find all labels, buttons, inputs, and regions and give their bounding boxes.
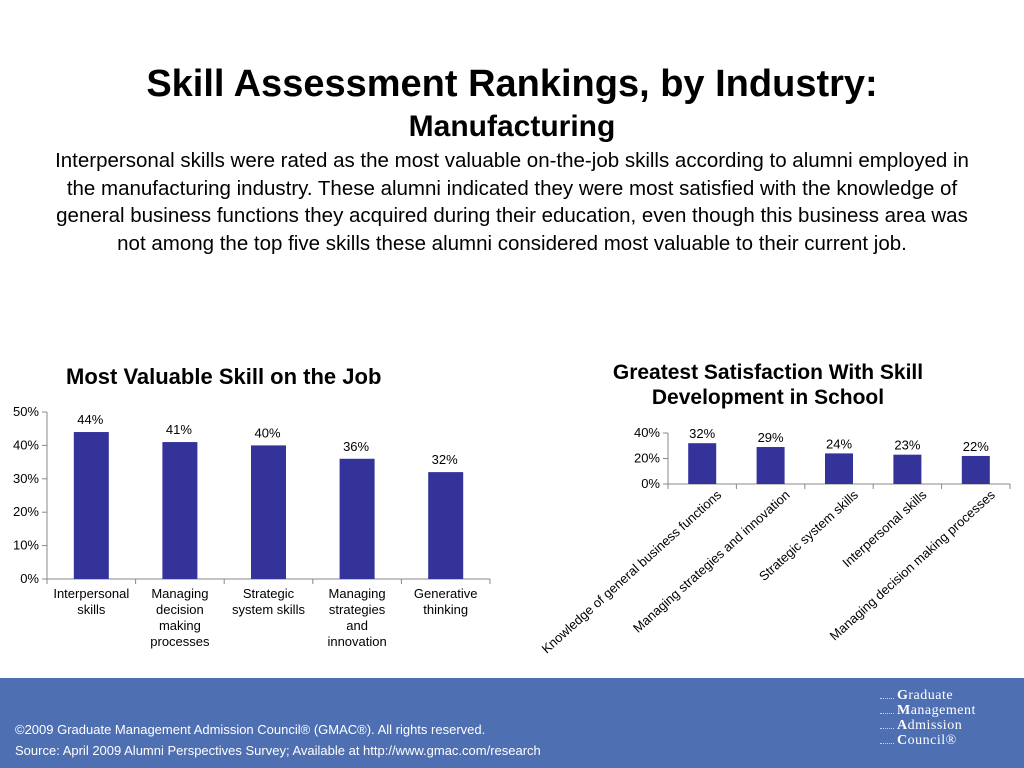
intro-paragraph: Interpersonal skills were rated as the m… bbox=[55, 149, 969, 255]
data-label: 22% bbox=[963, 439, 989, 454]
data-label: 29% bbox=[758, 430, 784, 445]
y-tick-label: 0% bbox=[20, 571, 39, 586]
data-label: 41% bbox=[166, 422, 192, 437]
y-tick-label: 40% bbox=[634, 425, 660, 440]
copyright-text: ©2009 Graduate Management Admission Coun… bbox=[15, 722, 486, 737]
x-tick-label: Interpersonal skills bbox=[53, 586, 129, 617]
data-label: 44% bbox=[77, 412, 103, 427]
y-tick-label: 50% bbox=[13, 404, 39, 419]
x-tick-label: Managing strategies and innovation bbox=[327, 586, 386, 649]
bar bbox=[73, 432, 109, 579]
data-label: 24% bbox=[826, 436, 852, 451]
x-tick-label: Managing decision making processes bbox=[150, 586, 210, 649]
chart-most-valuable-skill: Most Valuable Skill on the Job 0% 10% 20% 30… bbox=[13, 364, 491, 649]
y-tick-label: 10% bbox=[13, 538, 39, 553]
data-label: 32% bbox=[689, 426, 715, 441]
x-tick-label: Strategic system skills bbox=[232, 586, 305, 617]
bar bbox=[428, 472, 464, 579]
chart-title: Greatest Satisfaction With Skill bbox=[613, 361, 923, 384]
chart-title: Most Valuable Skill on the Job bbox=[66, 364, 381, 389]
y-tick-label: 20% bbox=[13, 504, 39, 519]
bar bbox=[251, 445, 286, 579]
data-label: 32% bbox=[432, 452, 458, 467]
page-subtitle: Manufacturing bbox=[408, 110, 616, 143]
bar bbox=[961, 455, 990, 484]
y-tick-label: 0% bbox=[641, 476, 660, 491]
page-title: Skill Assessment Rankings, by Industry: bbox=[146, 63, 878, 105]
bar bbox=[893, 454, 922, 484]
data-label: 23% bbox=[894, 438, 920, 453]
chart-title: Development in School bbox=[652, 386, 884, 409]
y-tick-label: 30% bbox=[13, 471, 39, 486]
chart-greatest-satisfaction: Greatest Satisfaction With SkillDevelopm… bbox=[539, 361, 1011, 656]
footer-bar: ©2009 Graduate Management Admission Coun… bbox=[0, 678, 1024, 768]
bar bbox=[688, 443, 717, 484]
y-tick-label: 40% bbox=[13, 437, 39, 452]
x-tick-label: Generative thinking bbox=[414, 586, 478, 617]
data-label: 36% bbox=[343, 439, 369, 454]
bar bbox=[756, 447, 785, 484]
source-text: Source: April 2009 Alumni Perspectives S… bbox=[15, 743, 541, 758]
bar bbox=[339, 458, 375, 579]
bar bbox=[162, 442, 198, 579]
y-tick-label: 20% bbox=[634, 451, 660, 466]
data-label: 40% bbox=[254, 425, 280, 440]
bar bbox=[825, 453, 853, 484]
